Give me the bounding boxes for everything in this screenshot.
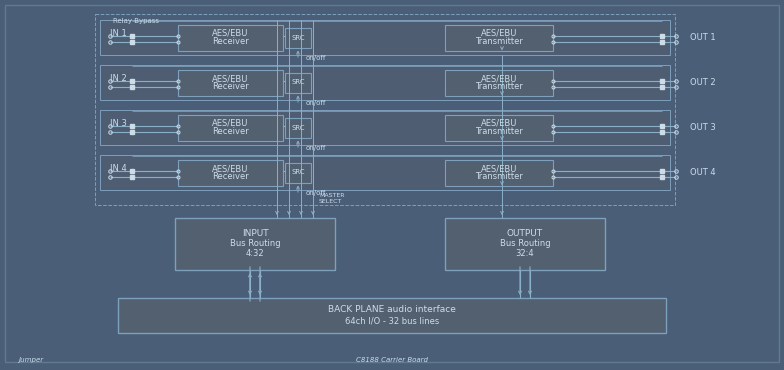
Text: MASTER
SELECT: MASTER SELECT: [319, 193, 344, 204]
Bar: [178, 24, 283, 50]
Text: IN 3: IN 3: [110, 119, 127, 128]
Bar: [178, 159, 283, 185]
Text: Receiver: Receiver: [212, 37, 249, 46]
Bar: [100, 110, 670, 145]
Bar: [445, 70, 553, 95]
Text: 4:32: 4:32: [245, 249, 264, 259]
Text: Receiver: Receiver: [212, 172, 249, 181]
Text: AES/EBU: AES/EBU: [212, 119, 249, 128]
Text: OUT 4: OUT 4: [690, 168, 716, 177]
Text: C8188 Carrier Board: C8188 Carrier Board: [356, 357, 428, 363]
Bar: [285, 73, 311, 92]
Bar: [445, 159, 553, 185]
Text: AES/EBU: AES/EBU: [212, 29, 249, 38]
Text: AES/EBU: AES/EBU: [481, 74, 517, 83]
Text: 64ch I/O - 32 bus lines: 64ch I/O - 32 bus lines: [345, 317, 439, 326]
Bar: [285, 162, 311, 182]
Text: INPUT: INPUT: [241, 229, 268, 239]
Text: Transmitter: Transmitter: [475, 127, 523, 136]
Text: Bus Routing: Bus Routing: [230, 239, 281, 249]
Bar: [95, 14, 675, 205]
Text: SRC: SRC: [291, 80, 305, 85]
Bar: [100, 65, 670, 100]
Text: Receiver: Receiver: [212, 82, 249, 91]
Text: IN 1: IN 1: [111, 29, 127, 38]
Bar: [178, 70, 283, 95]
Text: AES/EBU: AES/EBU: [212, 74, 249, 83]
Text: IN 2: IN 2: [111, 74, 127, 83]
Text: on/off: on/off: [306, 145, 326, 151]
Text: Transmitter: Transmitter: [475, 37, 523, 46]
Bar: [285, 118, 311, 138]
Text: SRC: SRC: [291, 34, 305, 40]
Text: AES/EBU: AES/EBU: [212, 164, 249, 173]
Text: SRC: SRC: [291, 169, 305, 175]
Text: OUT 3: OUT 3: [690, 123, 716, 132]
Text: OUT 2: OUT 2: [690, 78, 716, 87]
Text: SRC: SRC: [291, 124, 305, 131]
Text: Relay Bypass: Relay Bypass: [113, 18, 159, 24]
Text: on/off: on/off: [306, 55, 326, 61]
Text: Transmitter: Transmitter: [475, 82, 523, 91]
Bar: [118, 298, 666, 333]
Text: on/off: on/off: [306, 100, 326, 106]
Text: on/off: on/off: [306, 190, 326, 196]
Bar: [285, 27, 311, 47]
Text: Receiver: Receiver: [212, 127, 249, 136]
Text: AES/EBU: AES/EBU: [481, 164, 517, 173]
Text: BACK PLANE audio interface: BACK PLANE audio interface: [328, 305, 456, 314]
Text: Transmitter: Transmitter: [475, 172, 523, 181]
Bar: [445, 24, 553, 50]
Text: Jumper: Jumper: [18, 357, 43, 363]
Bar: [445, 114, 553, 141]
Text: OUT 1: OUT 1: [690, 33, 716, 42]
Bar: [178, 114, 283, 141]
Text: AES/EBU: AES/EBU: [481, 29, 517, 38]
Bar: [100, 155, 670, 190]
Text: AES/EBU: AES/EBU: [481, 119, 517, 128]
Text: IN 4: IN 4: [111, 164, 127, 173]
Bar: [100, 20, 670, 55]
Bar: [175, 218, 335, 270]
Bar: [445, 218, 605, 270]
Text: 32:4: 32:4: [516, 249, 535, 259]
Text: Bus Routing: Bus Routing: [499, 239, 550, 249]
Text: OUTPUT: OUTPUT: [507, 229, 543, 239]
